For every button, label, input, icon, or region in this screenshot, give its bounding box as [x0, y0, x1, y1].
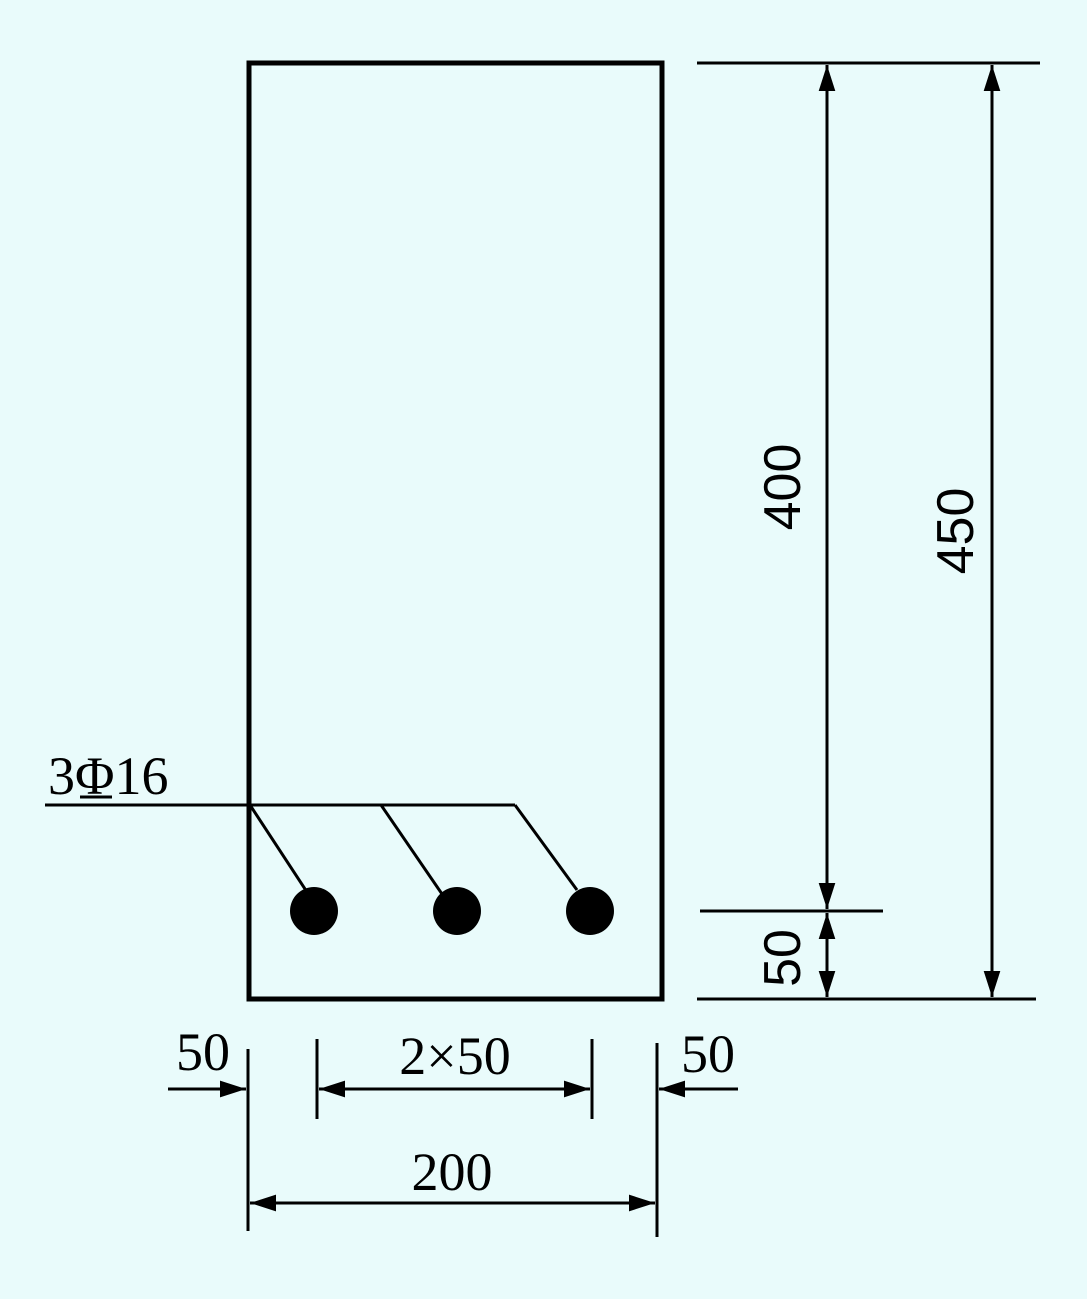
dim-label-450: 450 — [927, 488, 985, 575]
horizontal-extension-lines — [246, 1039, 659, 1237]
beam-outline — [246, 60, 665, 1002]
dim-label-50-left: 50 — [176, 1022, 230, 1082]
dim-label-bar-spacing: 2×50 — [399, 1026, 510, 1086]
rebar-count: 3 — [48, 746, 75, 806]
dim-label-50-bottom: 50 — [754, 929, 812, 987]
rebar-diameter: 16 — [114, 746, 168, 806]
rebar-leader — [45, 803, 579, 895]
dim-label-50-right: 50 — [681, 1024, 735, 1084]
rebar-3 — [566, 887, 614, 935]
dim-label-400: 400 — [754, 444, 812, 531]
rebar-label: 3Φ16 — [48, 746, 168, 806]
svg-text:3Φ16: 3Φ16 — [48, 746, 168, 806]
vertical-extension-lines — [697, 61, 1040, 1001]
rebar-group — [290, 887, 614, 935]
dim-label-200: 200 — [412, 1142, 493, 1202]
rebar-2 — [433, 887, 481, 935]
rebar-1 — [290, 887, 338, 935]
